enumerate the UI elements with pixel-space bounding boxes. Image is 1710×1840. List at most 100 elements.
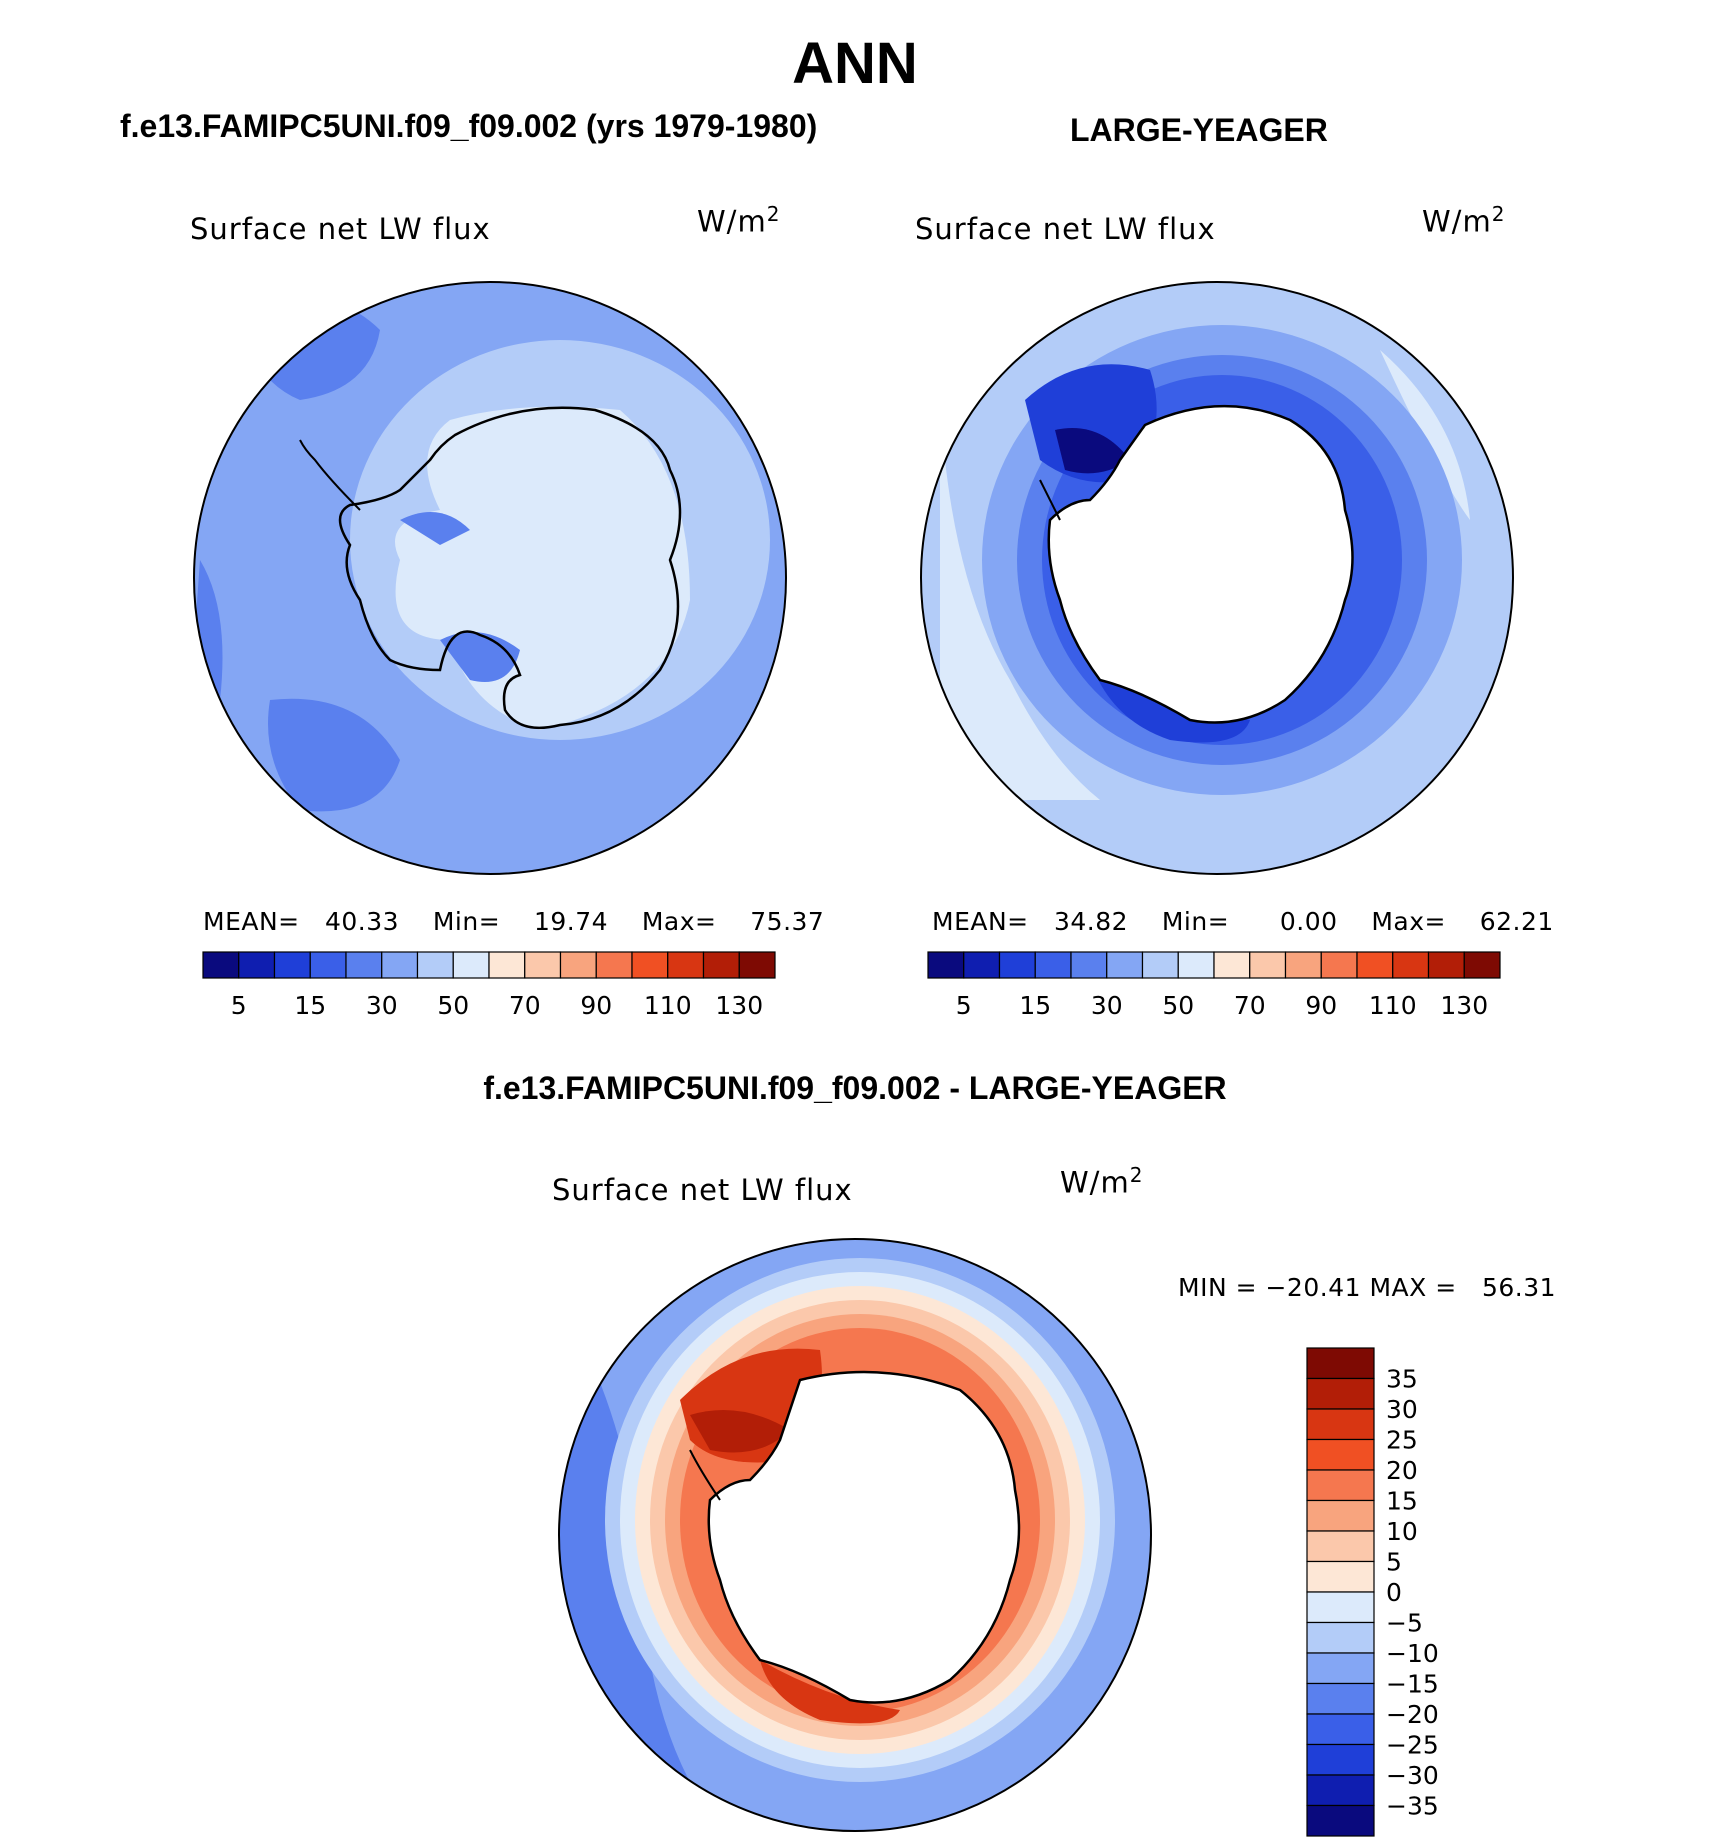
obs-colorbar-swatch: [1284, 951, 1322, 979]
obs-polar-map: [920, 281, 1514, 875]
obs-colorbar-swatch: [1392, 951, 1430, 979]
diff-colorbar-swatch: [1306, 1377, 1375, 1410]
obs-colorbar-tick-label: 30: [1091, 991, 1123, 1020]
left-case-title: f.e13.FAMIPC5UNI.f09_f09.002 (yrs 1979-1…: [120, 108, 818, 144]
model-colorbar-swatch: [595, 951, 633, 979]
obs-colorbar-swatch: [1320, 951, 1358, 979]
diff-colorbar-tick-label: 20: [1386, 1456, 1418, 1485]
model-colorbar-tick-label: 70: [509, 991, 541, 1020]
diff-colorbar-tick-label: −10: [1386, 1639, 1439, 1668]
obs-colorbar-swatch: [1356, 951, 1394, 979]
obs-colorbar-swatch: [1106, 951, 1144, 979]
diff-units-label: W/m2: [1060, 1163, 1144, 1200]
diff-colorbar-tick-label: −25: [1386, 1731, 1439, 1760]
model-stats: MEAN= 40.33 Min= 19.74 Max= 75.37: [203, 907, 824, 936]
obs-colorbar-swatch: [1070, 951, 1108, 979]
diff-colorbar-tick-label: 10: [1386, 1517, 1418, 1546]
obs-colorbar-swatch: [927, 951, 965, 979]
obs-max-value: 62.21: [1479, 907, 1554, 936]
model-mean-value: 40.33: [324, 907, 400, 936]
model-min-value: 19.74: [533, 907, 609, 936]
page-title: ANN: [792, 31, 918, 96]
obs-colorbar-swatch: [998, 951, 1036, 979]
obs-colorbar-tick-label: 130: [1440, 991, 1488, 1020]
model-colorbar: 5 15 30 50 70 90 110 130: [202, 951, 776, 1020]
model-colorbar-swatch: [738, 951, 776, 979]
model-colorbar-swatch: [667, 951, 705, 979]
model-colorbar-swatch: [202, 951, 240, 979]
diff-colorbar-swatch: [1306, 1621, 1375, 1654]
model-colorbar-swatch: [452, 951, 490, 979]
diff-colorbar-swatch: [1306, 1347, 1375, 1380]
obs-colorbar-swatch: [1213, 951, 1251, 979]
diff-colorbar-swatch: [1306, 1682, 1375, 1715]
diff-colorbar-swatch: [1306, 1591, 1375, 1624]
diff-polar-map: [558, 1238, 1152, 1832]
obs-colorbar-tick-label: 5: [956, 991, 972, 1020]
diff-colorbar-tick-label: 15: [1386, 1487, 1418, 1516]
diff-colorbar-tick-label: −30: [1386, 1761, 1439, 1790]
obs-colorbar-swatch: [1463, 951, 1501, 979]
model-colorbar-swatch: [345, 951, 383, 979]
model-colorbar-swatch: [416, 951, 454, 979]
obs-colorbar-tick-label: 15: [1019, 991, 1051, 1020]
model-colorbar-tick-label: 90: [580, 991, 612, 1020]
model-colorbar-tick-label: 50: [437, 991, 469, 1020]
diff-colorbar-tick-label: 5: [1386, 1548, 1402, 1577]
model-colorbar-tick-label: 130: [715, 991, 763, 1020]
diff-colorbar-tick-label: 30: [1386, 1395, 1418, 1424]
diff-colorbar-swatch: [1306, 1530, 1375, 1563]
diff-colorbar-tick-label: −20: [1386, 1700, 1439, 1729]
right-case-title: LARGE-YEAGER: [1070, 112, 1328, 148]
obs-colorbar-swatch: [1141, 951, 1179, 979]
model-colorbar-swatch: [238, 951, 276, 979]
model-colorbar-swatch: [702, 951, 740, 979]
diff-colorbar-swatch: [1306, 1499, 1375, 1532]
model-colorbar-swatch: [381, 951, 419, 979]
model-colorbar-swatch: [524, 951, 562, 979]
model-polar-map: [193, 281, 787, 875]
model-colorbar-tick-label: 15: [294, 991, 326, 1020]
diff-colorbar-swatch: [1306, 1713, 1375, 1746]
obs-colorbar-swatch: [963, 951, 1001, 979]
model-mean-label: MEAN=: [203, 907, 300, 936]
model-variable-label: Surface net LW flux: [190, 212, 491, 246]
diff-colorbar-swatch: [1306, 1804, 1375, 1837]
model-max-label: Max=: [641, 907, 717, 936]
diff-colorbar-swatch: [1306, 1560, 1375, 1593]
obs-colorbar-tick-label: 110: [1369, 991, 1417, 1020]
model-min-label: Min=: [432, 907, 501, 936]
model-colorbar-tick-label: 30: [366, 991, 398, 1020]
difference-title: f.e13.FAMIPC5UNI.f09_f09.002 - LARGE-YEA…: [483, 1070, 1227, 1106]
obs-colorbar-tick-label: 70: [1234, 991, 1266, 1020]
diff-colorbar-tick-label: 35: [1386, 1365, 1418, 1394]
obs-min-label: Min=: [1161, 907, 1230, 936]
obs-colorbar-swatch: [1249, 951, 1287, 979]
model-colorbar-swatch: [273, 951, 311, 979]
diff-colorbar-tick-label: −5: [1386, 1609, 1423, 1638]
obs-mean-label: MEAN=: [932, 907, 1029, 936]
diff-colorbar-tick-label: 0: [1386, 1578, 1402, 1607]
obs-colorbar-swatch: [1034, 951, 1072, 979]
obs-colorbar-swatch: [1427, 951, 1465, 979]
diff-colorbar-tick-label: −35: [1386, 1792, 1439, 1821]
model-units-label: W/m2: [697, 202, 781, 239]
obs-units-label: W/m2: [1422, 202, 1506, 239]
diff-variable-label: Surface net LW flux: [552, 1173, 853, 1207]
model-colorbar-swatch: [309, 951, 347, 979]
model-colorbar-swatch: [631, 951, 669, 979]
model-colorbar-tick-label: 110: [644, 991, 692, 1020]
model-max-value: 75.37: [750, 907, 825, 936]
obs-variable-label: Surface net LW flux: [915, 212, 1216, 246]
model-colorbar-swatch: [559, 951, 597, 979]
obs-colorbar: 5 15 30 50 70 90 110 130: [927, 951, 1501, 1020]
diff-min-max: MIN = −20.41 MAX = 56.31: [1178, 1273, 1557, 1302]
diff-colorbar-swatch: [1306, 1774, 1375, 1807]
obs-min-value: 0.00: [1279, 907, 1338, 936]
diff-colorbar-swatch: [1306, 1408, 1375, 1441]
diff-colorbar-swatch: [1306, 1469, 1375, 1502]
obs-mean-value: 34.82: [1053, 907, 1129, 936]
obs-colorbar-swatch: [1177, 951, 1215, 979]
